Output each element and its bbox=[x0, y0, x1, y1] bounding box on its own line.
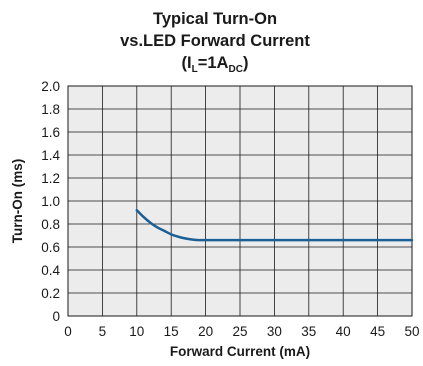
x-tick-label-10: 50 bbox=[404, 324, 419, 339]
title-line-3-end: ) bbox=[243, 54, 249, 72]
y-tick-label-1: 0.2 bbox=[41, 286, 60, 301]
y-tick-labels: 0 0.2 0.4 0.6 0.8 1.0 1.2 1.4 1.6 1.8 2.0 bbox=[41, 79, 60, 324]
y-axis-label: Turn-On (ms) bbox=[10, 159, 25, 244]
y-tick-label-2: 0.4 bbox=[41, 263, 60, 278]
x-tick-label-1: 5 bbox=[99, 324, 107, 339]
chart-title: Typical Turn-On vs.LED Forward Current (… bbox=[120, 10, 310, 75]
x-tick-label-9: 45 bbox=[370, 324, 385, 339]
x-tick-label-2: 10 bbox=[129, 324, 144, 339]
y-tick-label-6: 1.2 bbox=[41, 171, 60, 186]
y-tick-label-10: 2.0 bbox=[41, 79, 60, 94]
title-line-3: (IL=1ADC) bbox=[182, 54, 249, 75]
series-line-0 bbox=[135, 208, 414, 242]
x-tick-label-0: 0 bbox=[64, 324, 72, 339]
x-tick-label-7: 35 bbox=[301, 324, 316, 339]
title-line-1: Typical Turn-On bbox=[153, 10, 277, 28]
x-tick-label-8: 40 bbox=[336, 324, 351, 339]
x-tick-label-5: 25 bbox=[232, 324, 247, 339]
y-tick-label-9: 1.8 bbox=[41, 102, 60, 117]
plot-border bbox=[67, 85, 413, 317]
x-tick-labels: 0 5 10 15 20 25 30 35 40 45 50 bbox=[64, 324, 419, 339]
title-line-3-sub-dc: DC bbox=[228, 64, 242, 75]
title-line-3-sub-l: L bbox=[192, 64, 198, 75]
y-tick-label-0: 0 bbox=[52, 309, 60, 324]
title-line-3-main: (I bbox=[182, 54, 192, 72]
y-tick-label-8: 1.6 bbox=[41, 125, 60, 140]
series-layer bbox=[135, 208, 414, 242]
title-line-3-mid: =1A bbox=[198, 54, 229, 72]
x-tick-label-6: 30 bbox=[267, 324, 282, 339]
y-tick-label-3: 0.6 bbox=[41, 240, 60, 255]
y-tick-label-7: 1.4 bbox=[41, 148, 60, 163]
x-tick-label-3: 15 bbox=[164, 324, 179, 339]
x-axis-label: Forward Current (mA) bbox=[170, 344, 310, 359]
x-tick-label-4: 20 bbox=[198, 324, 213, 339]
y-tick-label-5: 1.0 bbox=[41, 194, 60, 209]
y-tick-label-4: 0.8 bbox=[41, 217, 60, 232]
title-line-2: vs.LED Forward Current bbox=[120, 32, 310, 50]
